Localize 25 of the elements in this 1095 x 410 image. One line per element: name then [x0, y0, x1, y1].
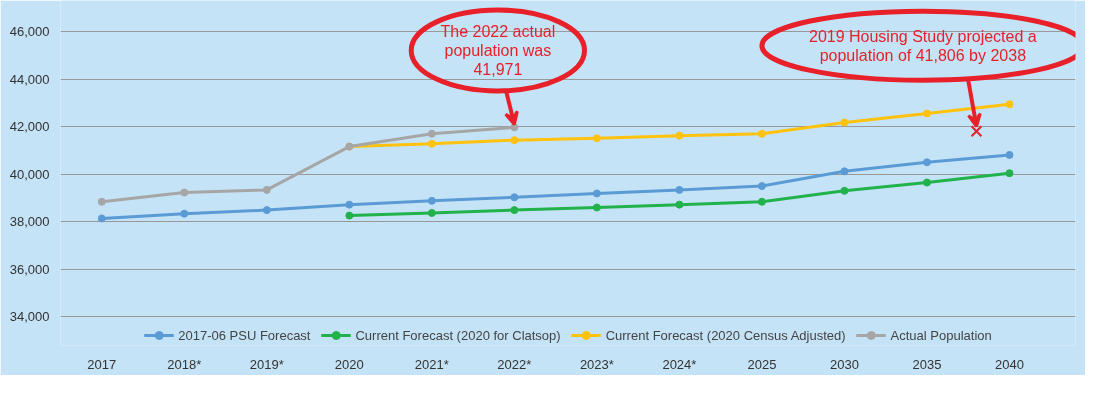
- x-tick-label: 2019*: [249, 356, 284, 372]
- y-tick-label: 44,000: [9, 71, 50, 87]
- y-tick-label: 42,000: [9, 119, 50, 135]
- legend-label: Actual Population: [890, 327, 992, 343]
- x-tick-label: 2018*: [167, 356, 202, 372]
- x-tick-label: 2025: [747, 356, 777, 372]
- legend-label: Current Forecast (2020 Census Adjusted): [605, 327, 846, 343]
- x-tick-label: 2022*: [497, 356, 532, 372]
- annotation: 2019 Housing Study projected a population of 41,806 by 2038: [808, 27, 1037, 64]
- legend-label: 2017-06 PSU Forecast: [178, 327, 311, 343]
- legend-label: Current Forecast (2020 for Clatsop): [355, 327, 561, 343]
- y-tick-label: 38,000: [9, 214, 50, 230]
- x-tick-label: 2040: [995, 356, 1024, 372]
- x-tick-label: 2021*: [414, 356, 449, 372]
- y-tick-label: 34,000: [9, 309, 50, 325]
- x-tick-label: 2020: [334, 356, 364, 372]
- x-tick-label: 2017: [87, 356, 117, 372]
- y-tick-label: 36,000: [9, 261, 50, 277]
- y-tick-label: 40,000: [9, 166, 50, 182]
- x-tick-label: 2023*: [579, 356, 614, 372]
- annotation: The 2022 actual population was 41,971: [440, 23, 556, 78]
- x-tick-label: 2035: [912, 356, 942, 372]
- y-tick-label: 46,000: [9, 23, 50, 39]
- x-tick-label: 2024*: [662, 356, 697, 372]
- x-tick-label: 2030: [829, 356, 859, 372]
